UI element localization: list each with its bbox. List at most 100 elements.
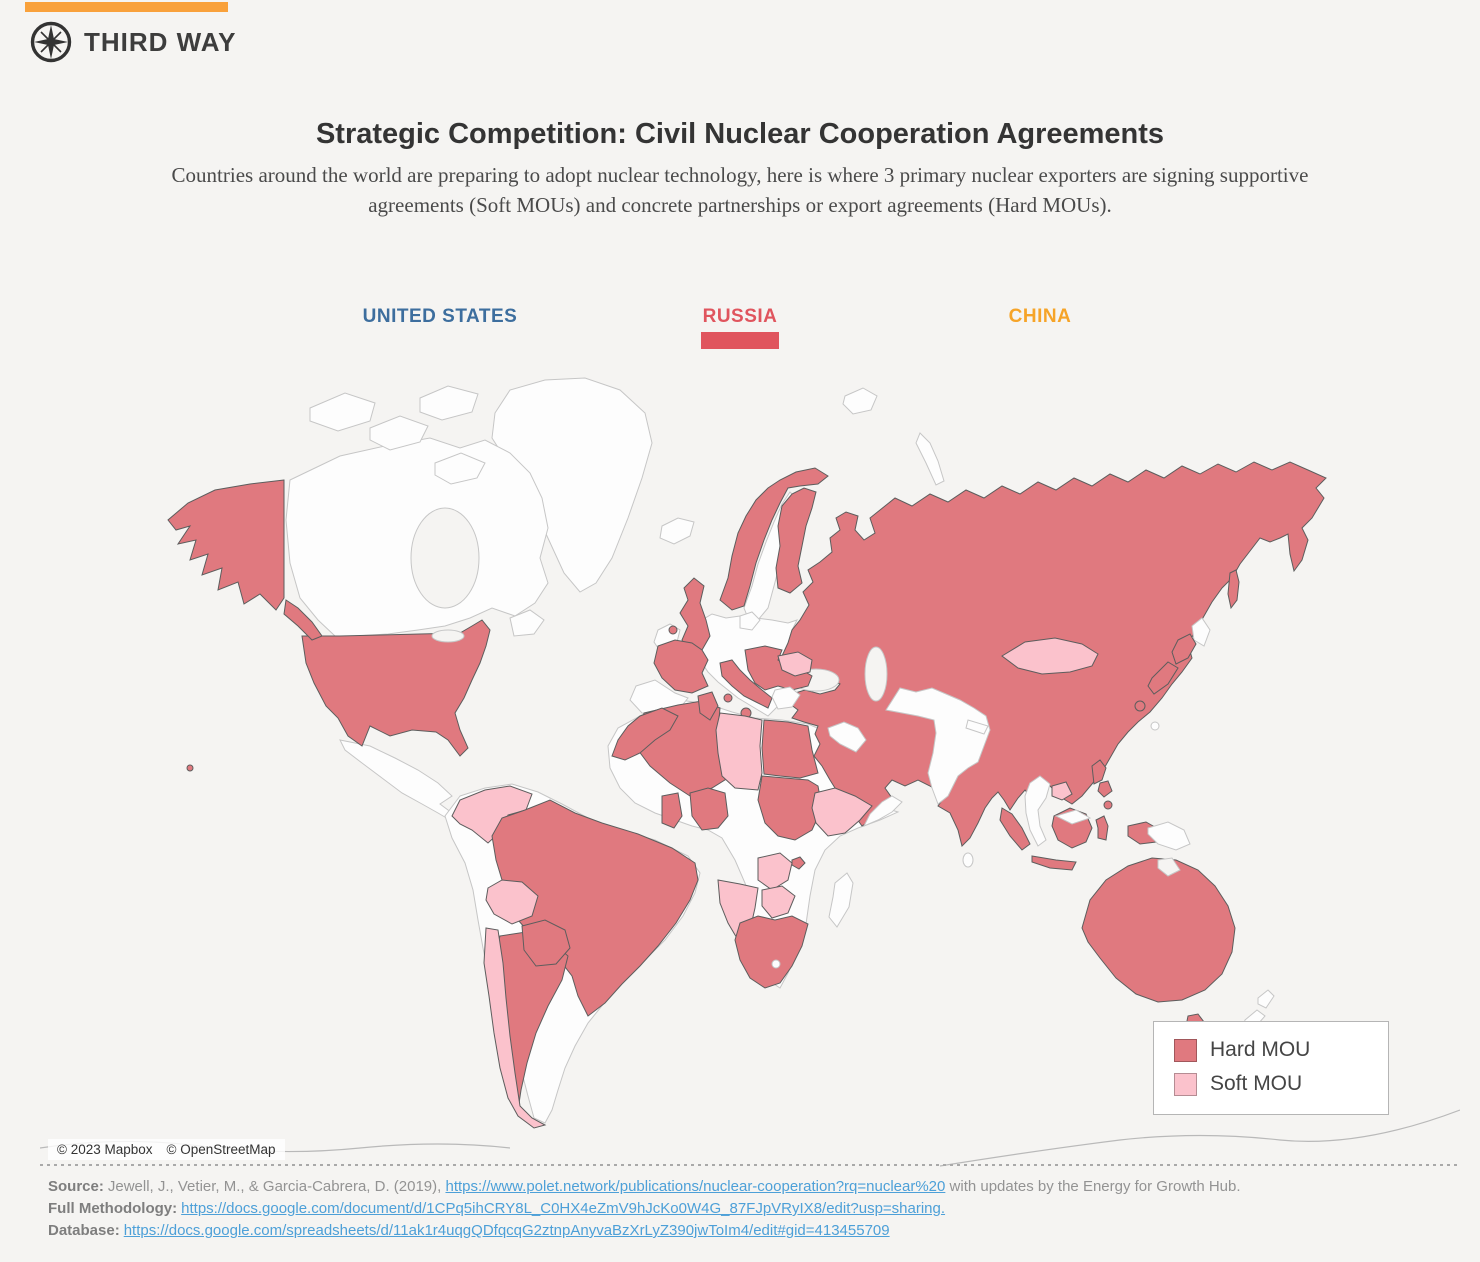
tab-united-states-label: UNITED STATES: [362, 306, 518, 327]
country-lesotho: [771, 959, 781, 969]
country-united-states[interactable]: [301, 619, 491, 757]
methodology-link[interactable]: https://docs.google.com/document/d/1CPq5…: [181, 1200, 946, 1217]
arctic-island: [309, 392, 376, 432]
tab-china-label: CHINA: [1008, 306, 1072, 327]
methodology-label: Full Methodology:: [48, 1200, 178, 1217]
country-united-kingdom[interactable]: [679, 577, 711, 657]
soft-mou-swatch: [1174, 1072, 1197, 1096]
country-greece: [771, 686, 801, 710]
database-label: Database:: [48, 1222, 120, 1239]
compass-icon: [28, 19, 74, 65]
caspian-sea: [864, 646, 888, 702]
country-nepal: [965, 719, 989, 735]
country-indonesia-sulawesi: [1095, 815, 1109, 841]
country-philippines-south: [1097, 780, 1113, 798]
osm-attribution: © OpenStreetMap: [166, 1142, 276, 1157]
country-japan[interactable]: [1171, 633, 1197, 665]
country-ghana[interactable]: [661, 792, 683, 829]
gulf-of-carpentaria: [1157, 857, 1181, 877]
country-korea: [1191, 617, 1211, 647]
country-denmark: [739, 611, 761, 631]
country-new-zealand-north: [1257, 989, 1275, 1009]
country-libya[interactable]: [715, 712, 763, 791]
country-northern-ireland[interactable]: [668, 625, 678, 635]
country-chile[interactable]: [483, 927, 547, 1129]
source-label: Source:: [48, 1178, 104, 1195]
source-text: Jewell, J., Vetier, M., & Garcia-Cabrera…: [107, 1178, 446, 1195]
great-lakes: [431, 629, 465, 643]
country-ethiopia[interactable]: [811, 787, 873, 837]
country-paraguay[interactable]: [521, 919, 571, 967]
country-united-states-alaska[interactable]: [167, 479, 285, 611]
tab-active-indicator: [701, 332, 779, 349]
source-line: Source: Jewell, J., Vetier, M., & Garcia-…: [48, 1176, 1241, 1198]
country-zimbabwe[interactable]: [761, 885, 796, 919]
arctic-island: [419, 385, 479, 421]
legend-item-hard-mou[interactable]: Hard MOU: [1174, 1038, 1388, 1062]
page-subtitle: Countries around the world are preparing…: [171, 163, 1309, 218]
map-legend: Hard MOU Soft MOU: [1153, 1021, 1389, 1115]
svalbard-islands: [842, 387, 878, 415]
map-attribution: © 2023 Mapbox © OpenStreetMap: [48, 1139, 285, 1160]
country-nigeria[interactable]: [689, 787, 729, 831]
tab-russia[interactable]: RUSSIA: [590, 306, 890, 349]
exporter-tabs: UNITED STATES RUSSIA CHINA: [290, 306, 1190, 349]
tab-russia-label: RUSSIA: [702, 306, 778, 327]
country-canada-newfoundland: [509, 609, 545, 637]
country-norway[interactable]: [719, 467, 829, 611]
arctic-island: [434, 452, 486, 485]
hard-mou-label: Hard MOU: [1210, 1038, 1311, 1061]
country-japan-kyushu: [1134, 700, 1146, 712]
brand-logo: THIRD WAY: [28, 19, 237, 65]
country-sardinia: [723, 693, 733, 703]
source-notes: Source: Jewell, J., Vetier, M., & Garcia-…: [48, 1176, 1241, 1242]
country-united-states-hawaii: [186, 764, 194, 772]
country-bolivia[interactable]: [485, 879, 539, 925]
country-malaysia-borneo: [1054, 809, 1092, 825]
country-philippines[interactable]: [1091, 759, 1107, 785]
country-madagascar: [828, 872, 854, 928]
page-title: Strategic Competition: Civil Nuclear Coo…: [315, 118, 1165, 150]
country-cambodia[interactable]: [1051, 781, 1073, 801]
country-egypt[interactable]: [761, 719, 819, 779]
country-taiwan: [1150, 721, 1160, 731]
country-turkmenistan-afghanistan-pakistan: [885, 687, 991, 805]
source-link[interactable]: https://www.polet.network/publications/n…: [445, 1178, 946, 1195]
database-link[interactable]: https://docs.google.com/spreadsheets/d/1…: [123, 1222, 890, 1239]
country-yemen-oman: [862, 795, 903, 827]
alaska-panhandle: [283, 599, 323, 641]
tab-china[interactable]: CHINA: [890, 306, 1190, 349]
arctic-island: [369, 415, 429, 451]
country-italy[interactable]: [719, 659, 773, 709]
country-zambia[interactable]: [757, 852, 793, 891]
country-romania[interactable]: [777, 651, 813, 677]
antarctica-coastline: [939, 1109, 1460, 1167]
country-sakhalin: [1227, 569, 1240, 610]
brand-name: THIRD WAY: [84, 26, 237, 57]
hard-mou-swatch: [1174, 1038, 1197, 1062]
country-japan-honshu[interactable]: [1147, 661, 1179, 695]
country-mongolia[interactable]: [1001, 637, 1099, 675]
country-tunisia[interactable]: [697, 691, 719, 721]
country-australia[interactable]: [1081, 857, 1236, 1003]
country-sudan[interactable]: [757, 775, 823, 841]
country-iraq-syria: [827, 721, 867, 753]
legend-item-soft-mou[interactable]: Soft MOU: [1174, 1072, 1388, 1096]
country-central-eastern-europe[interactable]: [744, 645, 813, 691]
country-morocco[interactable]: [611, 707, 679, 761]
soft-mou-label: Soft MOU: [1210, 1072, 1303, 1095]
database-line: Database: https://docs.google.com/spreads…: [48, 1220, 1241, 1242]
country-south-africa[interactable]: [734, 915, 809, 989]
country-iceland: [659, 517, 695, 545]
country-france[interactable]: [653, 639, 709, 694]
novaya-zemlya: [915, 432, 945, 486]
tab-united-states[interactable]: UNITED STATES: [290, 306, 590, 349]
world-map[interactable]: [40, 368, 1460, 1168]
country-indonesia-sumatra[interactable]: [999, 807, 1031, 851]
brand-accent-bar: [25, 2, 228, 12]
country-thailand-malaysia: [1024, 775, 1051, 847]
methodology-line: Full Methodology: https://docs.google.com…: [48, 1198, 1241, 1220]
country-finland[interactable]: [775, 487, 817, 594]
country-sri-lanka: [962, 852, 974, 868]
country-philippines-mindanao: [1103, 800, 1113, 810]
